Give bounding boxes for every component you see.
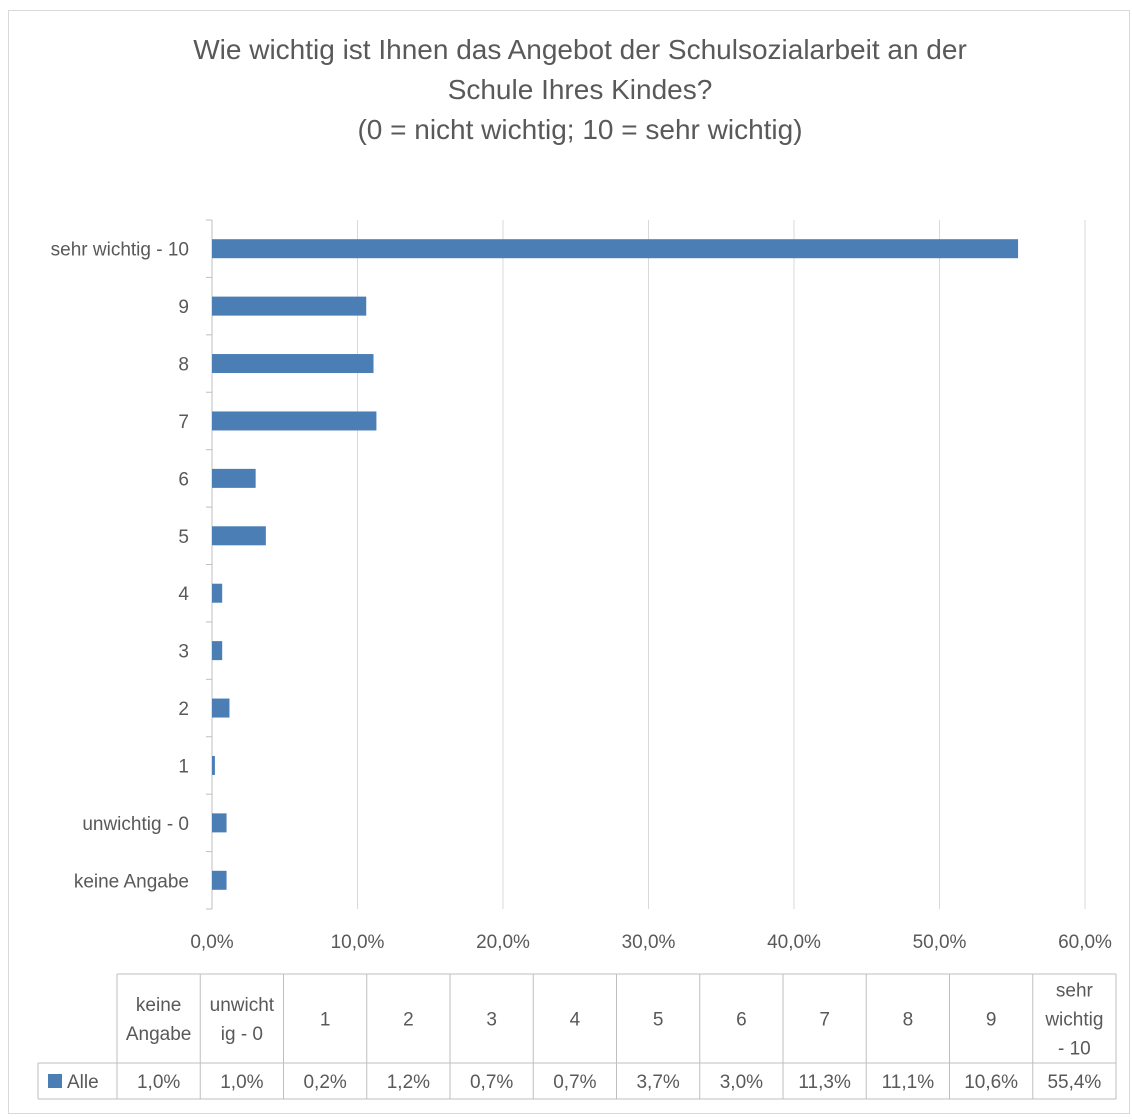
legend-series-name: Alle: [67, 1072, 99, 1093]
chart-title: Wie wichtig ist Ihnen das Angebot der Sc…: [0, 30, 1132, 150]
y-category-label: keine Angabe: [74, 871, 189, 892]
table-header-text: 5: [653, 1010, 664, 1031]
y-category-label: 8: [178, 355, 189, 376]
table-header-text: wichtig: [1044, 1010, 1103, 1031]
bar: [212, 411, 377, 431]
table-value: 11,1%: [882, 1072, 935, 1093]
y-category-label: unwichtig - 0: [82, 814, 189, 835]
bar: [212, 755, 215, 775]
table-header-text: unwicht: [210, 995, 275, 1016]
y-category-label: 5: [178, 527, 189, 548]
table-value: 3,7%: [636, 1072, 679, 1093]
bar: [212, 698, 230, 718]
bar: [212, 354, 374, 374]
y-category-label: 7: [178, 412, 189, 433]
x-tick-label: 20,0%: [476, 932, 530, 953]
table-header-text: 4: [570, 1010, 581, 1031]
table-header-text: 3: [486, 1010, 497, 1031]
table-header-text: keine: [136, 995, 181, 1016]
table-header-text: 8: [903, 1010, 914, 1031]
table-value: 10,6%: [964, 1072, 1018, 1093]
x-tick-label: 60,0%: [1058, 932, 1112, 953]
table-value: 1,0%: [137, 1072, 180, 1093]
table-header-text: 9: [986, 1010, 997, 1031]
table-value: 0,7%: [470, 1072, 513, 1093]
y-category-label: 6: [178, 469, 189, 490]
table-value: 1,0%: [220, 1072, 263, 1093]
table-value: 1,2%: [387, 1072, 430, 1093]
bar: [212, 296, 367, 316]
table-header-text: 6: [736, 1010, 747, 1031]
x-tick-label: 10,0%: [331, 932, 385, 953]
table-value: 55,4%: [1047, 1072, 1101, 1093]
bar: [212, 468, 256, 488]
x-tick-label: 50,0%: [913, 932, 967, 953]
table-header-text: - 10: [1058, 1039, 1091, 1060]
bar: [212, 641, 223, 661]
chart-frame: [8, 10, 1130, 1114]
x-tick-label: 40,0%: [767, 932, 821, 953]
table-value: 0,2%: [303, 1072, 346, 1093]
x-tick-label: 30,0%: [622, 932, 676, 953]
bar: [212, 239, 1019, 259]
bar: [212, 583, 223, 603]
chart-title-line-2: Schule Ihres Kindes?: [447, 74, 713, 105]
table-value: 0,7%: [553, 1072, 596, 1093]
x-tick-label: 0,0%: [190, 932, 233, 953]
chart-title-line-1: Wie wichtig ist Ihnen das Angebot der Sc…: [193, 34, 967, 65]
table-value: 11,3%: [798, 1072, 851, 1093]
y-category-label: 1: [178, 756, 189, 777]
table-header-text: Angabe: [126, 1024, 192, 1045]
y-category-label: 3: [178, 642, 189, 663]
table-header-text: sehr: [1056, 981, 1094, 1002]
y-category-label: 9: [178, 297, 189, 318]
bar: [212, 870, 227, 890]
y-category-label: 2: [178, 699, 189, 720]
legend-swatch: [48, 1074, 62, 1088]
table-value: 3,0%: [720, 1072, 763, 1093]
chart-title-line-3: (0 = nicht wichtig; 10 = sehr wichtig): [357, 114, 803, 145]
y-category-label: sehr wichtig - 10: [51, 240, 189, 261]
table-header-text: 7: [819, 1010, 830, 1031]
table-header-text: 1: [320, 1010, 331, 1031]
y-category-label: 4: [178, 584, 189, 605]
bar: [212, 526, 266, 546]
table-header-text: ig - 0: [221, 1024, 263, 1045]
bar: [212, 813, 227, 833]
table-header-text: 2: [403, 1010, 414, 1031]
